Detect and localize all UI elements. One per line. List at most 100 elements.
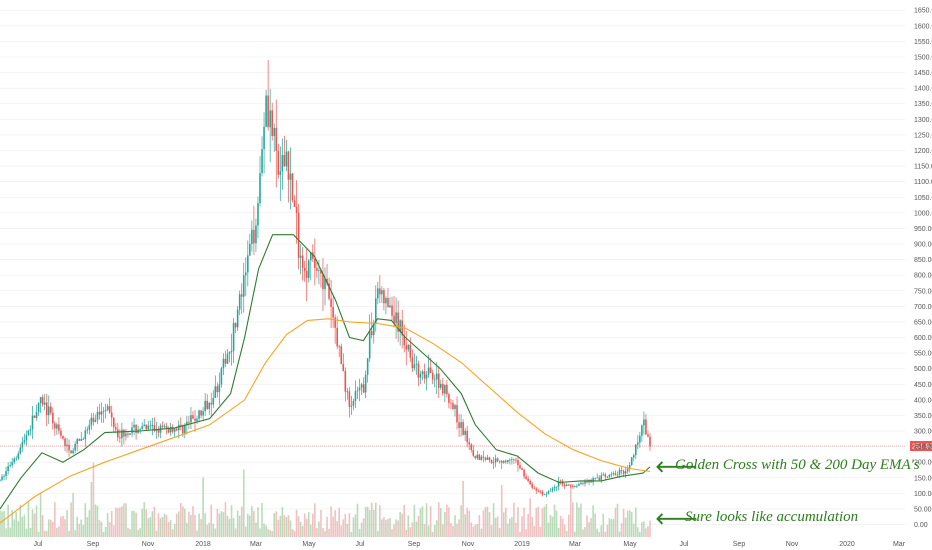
volume-bar <box>342 519 345 537</box>
volume-bar <box>145 509 148 537</box>
candle-body <box>630 457 633 465</box>
volume-bar <box>96 505 99 537</box>
candle-body <box>7 466 9 472</box>
y-tick-label: 450.00 <box>914 382 932 389</box>
candle-body <box>439 383 442 388</box>
volume-bar <box>198 513 200 537</box>
candle-body <box>76 439 78 444</box>
candle-body <box>620 469 623 471</box>
volume-bar <box>622 508 625 537</box>
candle-body <box>314 258 316 269</box>
volume-bar <box>360 522 363 537</box>
volume-bar <box>80 519 83 537</box>
candle-body <box>261 149 263 174</box>
volume-bar <box>194 514 196 537</box>
volume-bar <box>594 513 596 537</box>
volume-bar <box>381 519 383 537</box>
candle-body <box>602 474 605 476</box>
volume-bar <box>110 510 113 537</box>
y-tick-label: 300.00 <box>914 429 932 436</box>
volume-bar <box>352 517 355 537</box>
volume-bar <box>421 506 424 537</box>
candle-body <box>119 437 121 439</box>
volume-bar <box>206 524 208 537</box>
candle-body <box>163 426 166 427</box>
candle-body <box>403 335 406 346</box>
candle-body <box>230 350 233 353</box>
candle-body <box>299 255 302 258</box>
volume-bar <box>15 512 18 537</box>
volume-bar <box>171 529 174 537</box>
volume-bar <box>267 528 269 537</box>
volume-bar <box>624 517 627 537</box>
volume-bar <box>271 531 273 537</box>
candle-body <box>450 402 452 404</box>
candle-body <box>391 305 393 316</box>
volume-bar <box>328 529 330 537</box>
volume-bar <box>606 524 609 537</box>
volume-bar <box>283 515 286 537</box>
candle-body <box>206 400 208 409</box>
volume-bar <box>504 507 507 537</box>
candle-body <box>393 315 395 324</box>
candle-body <box>184 425 186 434</box>
volume-bar <box>391 528 393 537</box>
candle-body <box>535 488 538 491</box>
volume-bar <box>370 502 373 537</box>
volume-bar <box>169 520 172 537</box>
volume-bar <box>263 523 265 537</box>
golden-cross-annotation: Golden Cross with 50 & 200 Day EMA's <box>675 457 920 473</box>
candle-body <box>478 454 481 460</box>
candle-body <box>417 363 420 378</box>
volume-bar <box>488 512 491 537</box>
candle-body <box>25 435 28 441</box>
volume-bar <box>29 527 32 537</box>
volume-bar <box>496 516 499 537</box>
volume-bar <box>517 507 519 537</box>
candle-body <box>366 358 369 375</box>
volume-bar <box>598 531 601 537</box>
candle-body <box>458 422 460 428</box>
candle-body <box>64 438 66 447</box>
volume-bar <box>454 515 456 537</box>
last-price-line: 251.92 <box>0 441 932 452</box>
candle-body <box>45 402 48 416</box>
volume-bar <box>76 516 78 537</box>
candle-body <box>285 151 288 167</box>
volume-bar <box>251 506 253 537</box>
volume-bar <box>643 521 645 537</box>
candle-body <box>511 458 513 460</box>
candle-body <box>513 458 515 460</box>
volume-bar <box>208 522 211 537</box>
candle-body <box>460 422 462 428</box>
volume-bar <box>610 519 613 537</box>
volume-bar <box>460 505 462 537</box>
candle-body <box>37 403 40 412</box>
candle-body <box>431 373 434 380</box>
volume-bar <box>527 514 529 537</box>
candle-body <box>419 373 422 378</box>
volume-bar <box>54 502 56 537</box>
volume-bar <box>533 526 536 537</box>
candle-body <box>74 443 76 451</box>
candle-body <box>572 485 574 487</box>
volume-bar <box>626 510 629 537</box>
candle-body <box>413 364 416 369</box>
volume-bar <box>545 503 548 537</box>
x-tick-label: May <box>302 541 316 548</box>
candle-body <box>251 229 253 245</box>
candle-body <box>90 417 93 425</box>
y-tick-label: 1200.00 <box>914 148 932 155</box>
candle-body <box>133 424 135 428</box>
candle-body <box>580 482 582 485</box>
volume-bar <box>285 517 288 537</box>
volume-bar <box>305 518 308 537</box>
volume-bar <box>216 508 219 537</box>
y-tick-label: 400.00 <box>914 397 932 404</box>
volume-bar <box>462 481 464 537</box>
volume-bar <box>19 504 22 537</box>
candle-body <box>582 482 584 484</box>
volume-bars <box>0 462 651 537</box>
candle-body <box>15 458 18 460</box>
